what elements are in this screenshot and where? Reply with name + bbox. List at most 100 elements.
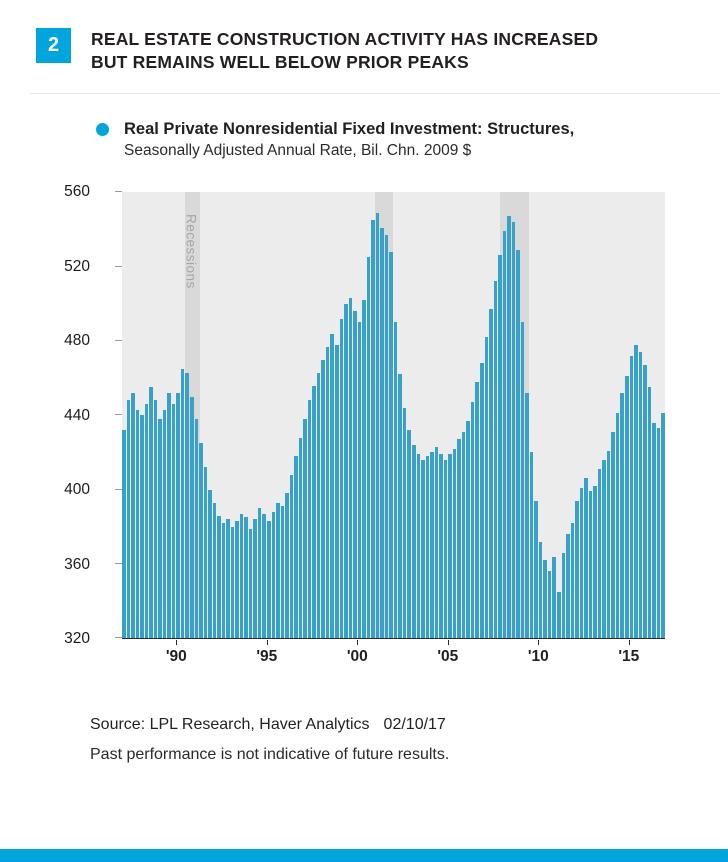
bar <box>244 517 248 639</box>
bar <box>615 413 620 639</box>
header-divider <box>30 92 720 94</box>
bar <box>566 534 570 639</box>
x-tick-mark <box>357 640 359 646</box>
bar <box>312 385 316 639</box>
x-axis: '90 '95 '00 '05 '10 '15 <box>122 640 665 674</box>
bar <box>126 400 131 639</box>
bar <box>461 432 466 639</box>
y-tick-label: 320 <box>64 630 90 648</box>
bar <box>235 521 239 639</box>
bar <box>298 437 303 639</box>
bar <box>629 355 634 639</box>
bar <box>122 430 126 639</box>
y-tick-mark <box>115 637 122 639</box>
source-date: 02/10/17 <box>383 716 446 734</box>
legend: Real Private Nonresidential Fixed Invest… <box>96 118 688 163</box>
bar <box>543 560 547 639</box>
bar <box>230 526 235 639</box>
bar <box>339 318 344 639</box>
plot-area: Recessions <box>115 191 665 640</box>
bars <box>122 192 665 639</box>
bar <box>162 409 167 639</box>
bar <box>289 474 294 639</box>
bar <box>489 309 493 639</box>
bar <box>135 409 140 639</box>
x-tick-mark <box>266 640 268 646</box>
bar <box>285 493 289 639</box>
bar <box>620 392 624 639</box>
bar <box>611 432 615 639</box>
bar <box>194 418 199 639</box>
bar <box>434 446 439 639</box>
bar <box>529 452 534 639</box>
y-tick-label: 400 <box>64 481 90 499</box>
bar <box>652 422 656 639</box>
bar <box>180 368 185 639</box>
figure-title-line1: REAL ESTATE CONSTRUCTION ACTIVITY HAS IN… <box>91 29 599 49</box>
bar <box>271 511 276 639</box>
bar <box>421 459 425 639</box>
y-axis: 560 520 480 440 400 360 320 <box>0 183 112 647</box>
chart: 560 520 480 440 400 360 320 Recessions '90'95 '… <box>0 182 728 682</box>
x-tick-label: '00 <box>346 648 368 666</box>
bar <box>470 402 475 639</box>
bar <box>189 396 194 639</box>
bar <box>439 454 443 639</box>
bar <box>552 556 556 639</box>
bar <box>525 392 529 639</box>
bar <box>643 365 647 639</box>
bar <box>262 513 266 639</box>
bar <box>375 212 380 639</box>
bar <box>131 392 135 639</box>
y-tick-label: 480 <box>64 332 90 350</box>
bar <box>570 523 575 639</box>
bar <box>267 521 271 639</box>
bar <box>208 489 212 639</box>
bar <box>538 541 543 639</box>
bar <box>475 381 479 639</box>
figure-header: 2 REAL ESTATE CONSTRUCTION ACTIVITY HAS … <box>0 0 728 75</box>
bar <box>144 404 149 639</box>
figure-title: REAL ESTATE CONSTRUCTION ACTIVITY HAS IN… <box>91 28 598 75</box>
bar <box>253 519 257 639</box>
bar <box>330 333 334 639</box>
bar <box>294 456 298 639</box>
x-tick-mark <box>176 640 178 646</box>
bar <box>366 257 371 639</box>
bar <box>493 281 498 639</box>
source-text: Source: LPL Research, Haver Analytics <box>90 716 370 734</box>
bar <box>348 298 353 639</box>
bar <box>425 456 430 639</box>
bar <box>466 420 470 639</box>
bar <box>212 502 217 639</box>
bar <box>167 392 171 639</box>
bar <box>647 387 652 639</box>
bar <box>656 428 661 639</box>
bar <box>638 352 643 639</box>
bar <box>597 469 602 639</box>
bar <box>176 392 180 639</box>
bar <box>448 454 452 639</box>
bar <box>325 346 330 639</box>
bar <box>584 478 588 639</box>
bar <box>371 220 375 639</box>
bar <box>430 452 434 639</box>
x-tick-mark <box>538 640 540 646</box>
bar <box>402 407 407 639</box>
bar <box>516 249 520 639</box>
bar <box>484 337 489 639</box>
bar <box>248 528 253 639</box>
legend-dot-icon <box>96 122 109 136</box>
bar <box>579 487 584 639</box>
bar <box>561 552 566 639</box>
bar <box>624 376 629 639</box>
y-tick-mark <box>115 191 122 193</box>
x-tick-label: '10 <box>527 648 549 666</box>
bar <box>634 344 638 639</box>
bar <box>412 445 416 639</box>
bar <box>280 506 285 639</box>
bar <box>357 322 362 639</box>
bar <box>334 344 339 639</box>
bar <box>380 227 384 639</box>
